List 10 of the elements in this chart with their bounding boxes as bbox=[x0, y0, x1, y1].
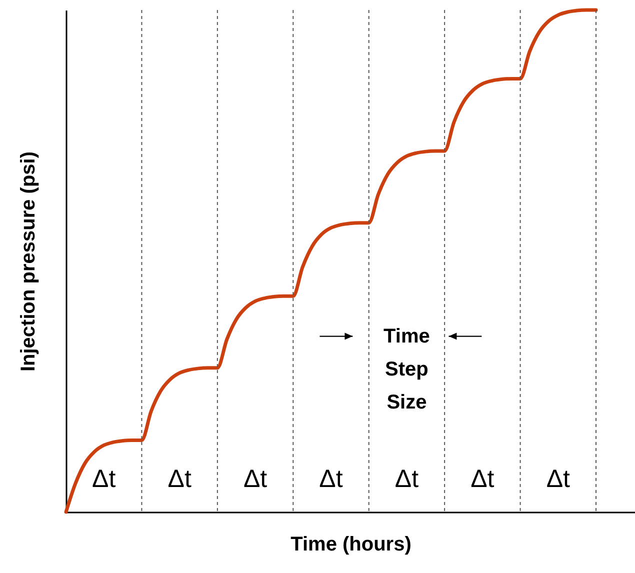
x-axis-title: Time (hours) bbox=[290, 534, 412, 556]
annotation: Δt bbox=[319, 464, 343, 493]
annotation: Δt bbox=[546, 464, 570, 493]
annotation: Time Step Size bbox=[384, 325, 430, 414]
y-axis-title: Injection pressure (psi) bbox=[18, 151, 40, 372]
annotation: Δt bbox=[92, 464, 116, 493]
annotation: Δt bbox=[470, 464, 494, 493]
annotation: Δt bbox=[168, 464, 192, 493]
annotation: Δt bbox=[243, 464, 268, 493]
annotation: Δt bbox=[394, 464, 419, 493]
